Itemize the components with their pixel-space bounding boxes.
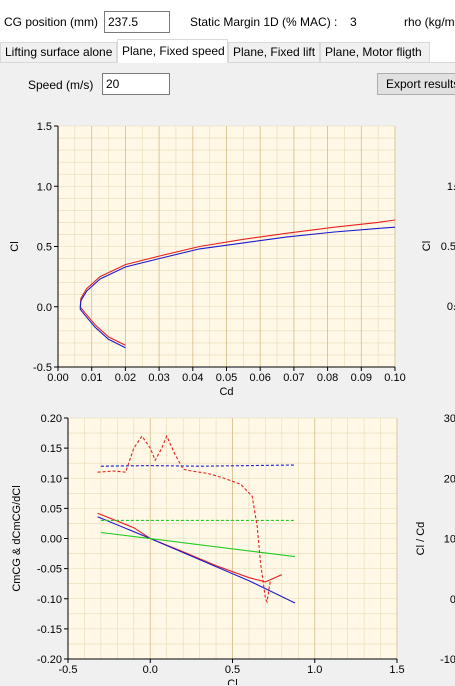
x-tick-label: 0.04: [182, 372, 203, 384]
x-tick-label: 0.03: [148, 372, 169, 384]
x-tick-label: 0.0: [143, 664, 158, 676]
y-tick-label: -0.20: [37, 654, 62, 666]
x-tick-label: 1.5: [389, 664, 404, 676]
rho-label: rho (kg/m: [404, 15, 455, 29]
y-tick-label: 1.0: [37, 181, 52, 193]
y-tick-label: 0.10: [41, 473, 62, 485]
series-line-red-dashed: [97, 434, 271, 604]
series-line-green-solid: [100, 531, 296, 558]
charts-canvas: 0.00 0.01 0.02 0.03 0.04 0.05 0.06 0.07 0.08 0.09…: [9, 121, 455, 685]
speed-label: Speed (m/s): [28, 78, 94, 92]
x-tick-label: 0.5: [225, 664, 240, 676]
x-tick-label: 1.0: [307, 664, 322, 676]
y-tick-label: 1.: [447, 181, 455, 193]
cg-position-input[interactable]: [104, 11, 170, 33]
x-tick-label: -0.5: [59, 664, 78, 676]
x-tick-label: 0.07: [283, 372, 304, 384]
static-margin-label: Static Margin 1D (% MAC) :: [190, 15, 338, 29]
tab-plane-motor-flight[interactable]: Plane, Motor fligth: [320, 42, 430, 62]
x-tick-label: 0.02: [115, 372, 136, 384]
chart-right-bottom-partial: 30 20 10 0 -10 Cl / Cd: [415, 413, 455, 666]
y-tick-label: 30: [444, 413, 455, 425]
y-axis-label: Cl: [421, 241, 433, 251]
y-tick-label: 0.: [447, 301, 455, 313]
y-tick-label: 20: [444, 473, 455, 485]
y-tick-label: 0.20: [41, 413, 62, 425]
y-tick-label: 0.0: [37, 302, 52, 314]
y-tick-label: 0.5: [37, 242, 52, 254]
x-tick-label: 0.10: [384, 372, 405, 384]
y-tick-label: -10: [440, 654, 455, 666]
x-axis-label: Cd: [219, 386, 233, 398]
y-tick-label: -0.15: [37, 624, 62, 636]
cg-position-label: CG position (mm): [4, 15, 99, 29]
y-tick-label: -0.5: [33, 362, 52, 374]
y-tick-label: 0.05: [41, 503, 62, 515]
chart-right-top-partial: 1. 0.5 0. Cl: [421, 181, 455, 313]
x-tick-label: 0.08: [317, 372, 338, 384]
y-tick-label: 0.5: [441, 241, 455, 253]
x-tick-label: 0.06: [249, 372, 270, 384]
y-axis-label: CmCG & dCmCG/dCl: [11, 485, 23, 591]
y-tick-label: 10: [444, 534, 455, 546]
series-line-blue-dashed: [100, 464, 296, 467]
y-tick-label: -0.10: [37, 594, 62, 606]
tab-plane-fixed-speed[interactable]: Plane, Fixed speed: [117, 39, 228, 63]
y-tick-label: -0.05: [37, 564, 62, 576]
x-tick-label: 0.00: [47, 372, 68, 384]
y-tick-label: 0.00: [41, 534, 62, 546]
x-tick-label: 0.09: [351, 372, 372, 384]
y-tick-label: 1.5: [37, 121, 52, 133]
chart-cl-vs-cd: 0.00 0.01 0.02 0.03 0.04 0.05 0.06 0.07 0.08 0.09…: [9, 121, 406, 398]
x-tick-label: 0.05: [216, 372, 237, 384]
series-line-red-solid: [79, 219, 396, 346]
static-margin-value: 3: [350, 15, 357, 29]
y-tick-label: 0.15: [41, 443, 62, 455]
export-results-button[interactable]: Export results: [377, 73, 455, 95]
tab-lifting-surface-alone[interactable]: Lifting surface alone: [0, 42, 117, 62]
y-tick-label: 0: [450, 594, 455, 606]
series-line-blue-solid: [79, 226, 396, 349]
y-axis-label: Cl: [9, 241, 21, 251]
series-line-blue-solid: [97, 516, 296, 604]
speed-input[interactable]: [102, 73, 170, 95]
x-axis-label: Cl: [227, 678, 237, 685]
tab-plane-fixed-lift[interactable]: Plane, Fixed lift: [228, 42, 320, 62]
chart-cm-vs-cl: -0.5 0.0 0.5 1.0 1.5 -0.20 -0.15 -0.10 -0.05 0.00…: [11, 413, 405, 685]
x-tick-label: 0.01: [81, 372, 102, 384]
y-axis-label: Cl / Cd: [415, 522, 427, 556]
